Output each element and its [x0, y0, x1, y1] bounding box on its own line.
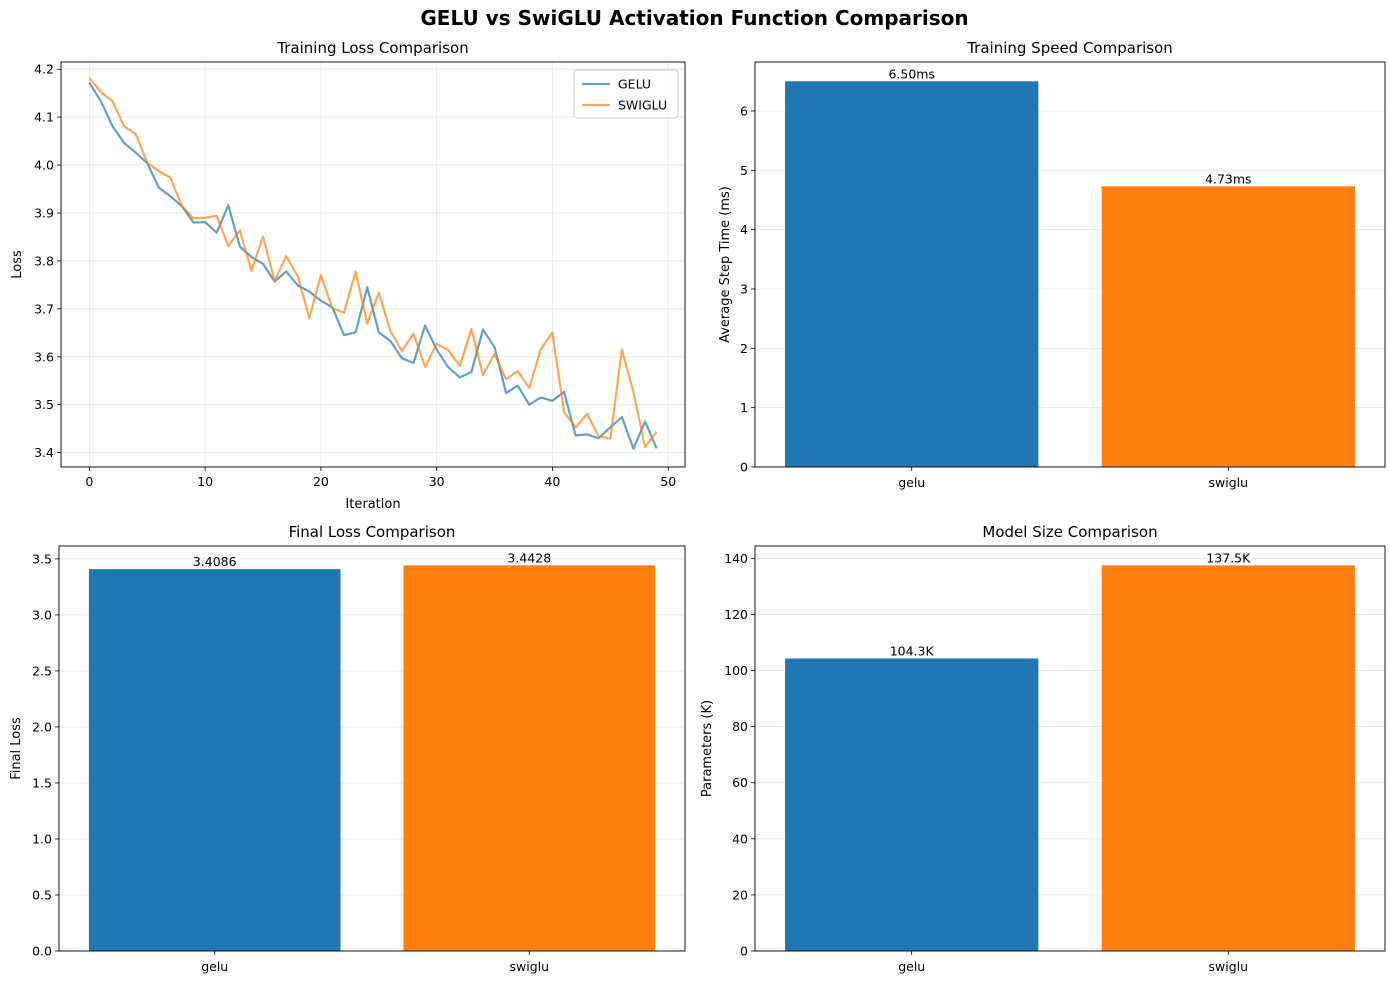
y-tick-label: 1.5: [32, 775, 52, 790]
y-axis-label: Average Step Time (ms): [718, 186, 733, 343]
figure-title: GELU vs SwiGLU Activation Function Compa…: [420, 6, 968, 30]
x-tick-label: swiglu: [1209, 475, 1249, 490]
x-tick-label: gelu: [898, 475, 925, 490]
x-tick-label: 40: [544, 474, 560, 489]
bar-gelu: [88, 569, 341, 951]
chart-title: Training Speed Comparison: [966, 39, 1173, 57]
y-tick-label: 3.4: [34, 445, 54, 460]
y-tick-label: 3: [740, 281, 748, 296]
y-tick-label: 80: [732, 719, 748, 734]
y-tick-label: 2.5: [32, 663, 52, 678]
axes-frame: [754, 61, 1386, 468]
y-tick-label: 0.0: [32, 944, 52, 959]
chart-title: Training Loss Comparison: [276, 39, 468, 57]
axes-frame: [58, 545, 686, 952]
bar-swiglu: [403, 565, 656, 951]
data-label: 3.4428: [507, 550, 551, 565]
legend-label: GELU: [618, 77, 651, 92]
y-tick-label: 60: [732, 775, 748, 790]
y-tick-label: 3.5: [34, 397, 54, 412]
y-tick-label: 3.0: [32, 607, 52, 622]
y-axis-label: Parameters (K): [700, 700, 715, 797]
chart-title: Final Loss Comparison: [289, 523, 456, 541]
series-line-gelu: [88, 82, 658, 450]
y-tick-label: 4.2: [34, 62, 54, 77]
y-tick-label: 0.5: [32, 887, 52, 902]
y-tick-label: 2: [740, 341, 748, 356]
y-tick-label: 3.6: [34, 349, 54, 364]
y-tick-label: 4.0: [34, 158, 54, 173]
axes-frame: [754, 545, 1386, 952]
y-tick-label: 2.0: [32, 719, 52, 734]
y-tick-label: 3.9: [34, 205, 54, 220]
x-tick-label: swiglu: [510, 959, 550, 974]
x-tick-label: 0: [85, 474, 93, 489]
y-tick-label: 5: [740, 163, 748, 178]
x-tick-label: 10: [197, 474, 213, 489]
y-tick-label: 1: [740, 400, 748, 415]
y-tick-label: 0: [740, 944, 748, 959]
data-label: 6.50ms: [888, 66, 935, 81]
training-speed-chart: Training Speed Comparison Average Step T…: [718, 39, 1386, 490]
y-axis-label: Loss: [10, 250, 25, 279]
axes-frame: [60, 61, 686, 468]
legend-label: SWIGLU: [618, 98, 667, 113]
x-axis-label: Iteration: [345, 497, 400, 512]
y-tick-label: 6: [740, 103, 748, 118]
y-tick-label: 3.8: [34, 253, 54, 268]
y-tick-label: 4.1: [34, 110, 54, 125]
bar-gelu: [785, 658, 1039, 951]
series-line-swiglu: [88, 77, 658, 448]
data-label: 104.3K: [890, 643, 935, 658]
training-loss-chart: Training Loss Comparison Iteration Loss …: [10, 39, 686, 512]
bar-gelu: [785, 81, 1039, 468]
y-tick-label: 3.7: [34, 301, 54, 316]
data-label: 3.4086: [193, 554, 237, 569]
x-tick-label: swiglu: [1209, 959, 1249, 974]
x-tick-label: 30: [429, 474, 445, 489]
y-axis-label: Final Loss: [9, 717, 24, 780]
chart-title: Model Size Comparison: [982, 523, 1157, 541]
legend: GELU SWIGLU: [573, 69, 679, 119]
x-tick-label: gelu: [898, 959, 925, 974]
x-tick-label: gelu: [201, 959, 228, 974]
bar-swiglu: [1101, 565, 1355, 951]
y-tick-label: 4: [740, 222, 748, 237]
x-tick-label: 20: [313, 474, 329, 489]
y-tick-label: 120: [724, 607, 748, 622]
data-label: 137.5K: [1206, 550, 1251, 565]
y-tick-label: 1.0: [32, 831, 52, 846]
y-tick-label: 100: [724, 663, 748, 678]
model-size-chart: Model Size Comparison Parameters (K) 0 20…: [700, 523, 1386, 974]
y-tick-label: 0: [740, 460, 748, 475]
x-tick-label: 50: [660, 474, 676, 489]
y-tick-label: 140: [724, 551, 748, 566]
y-tick-label: 20: [732, 887, 748, 902]
y-tick-label: 3.5: [32, 551, 52, 566]
data-label: 4.73ms: [1205, 171, 1252, 186]
bar-swiglu: [1101, 186, 1355, 468]
final-loss-chart: Final Loss Comparison Final Loss 0.0 0.5 1…: [9, 523, 686, 974]
y-tick-label: 40: [732, 831, 748, 846]
